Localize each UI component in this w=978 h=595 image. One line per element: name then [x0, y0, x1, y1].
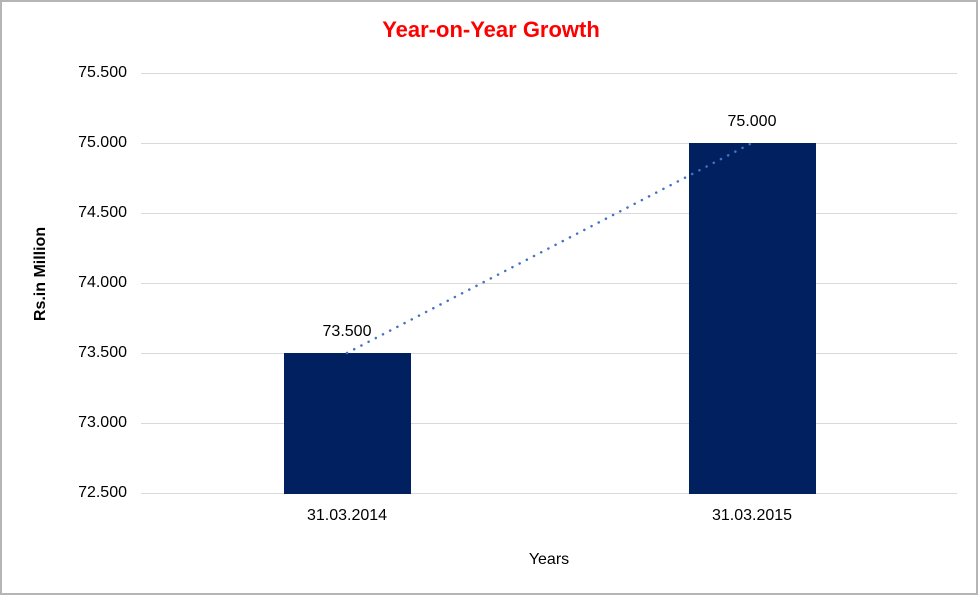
gridline — [141, 493, 957, 494]
x-tick-label: 31.03.2014 — [306, 507, 388, 524]
bar-data-label: 73.500 — [322, 323, 372, 340]
y-tick-label: 75.000 — [78, 134, 127, 151]
y-tick-label: 72.500 — [78, 484, 127, 501]
gridline — [141, 423, 957, 424]
gridline — [141, 213, 957, 214]
x-axis-title: Years — [528, 551, 570, 568]
gridline — [141, 353, 957, 354]
y-tick-label: 74.500 — [78, 204, 127, 221]
x-tick-label: 31.03.2015 — [711, 507, 793, 524]
y-tick-label: 74.000 — [78, 274, 127, 291]
y-tick-label: 73.000 — [78, 414, 127, 431]
gridline — [141, 73, 957, 74]
gridline — [141, 143, 957, 144]
y-tick-label: 75.500 — [78, 64, 127, 81]
gridline — [141, 283, 957, 284]
y-axis-title: Rs.in Million — [32, 226, 49, 322]
y-tick-label: 73.500 — [78, 344, 127, 361]
bar-31.03.2015 — [688, 143, 816, 494]
bar-31.03.2014 — [283, 353, 411, 494]
chart-title: Year-on-Year Growth — [382, 17, 600, 42]
bar-data-label: 75.000 — [727, 113, 777, 130]
